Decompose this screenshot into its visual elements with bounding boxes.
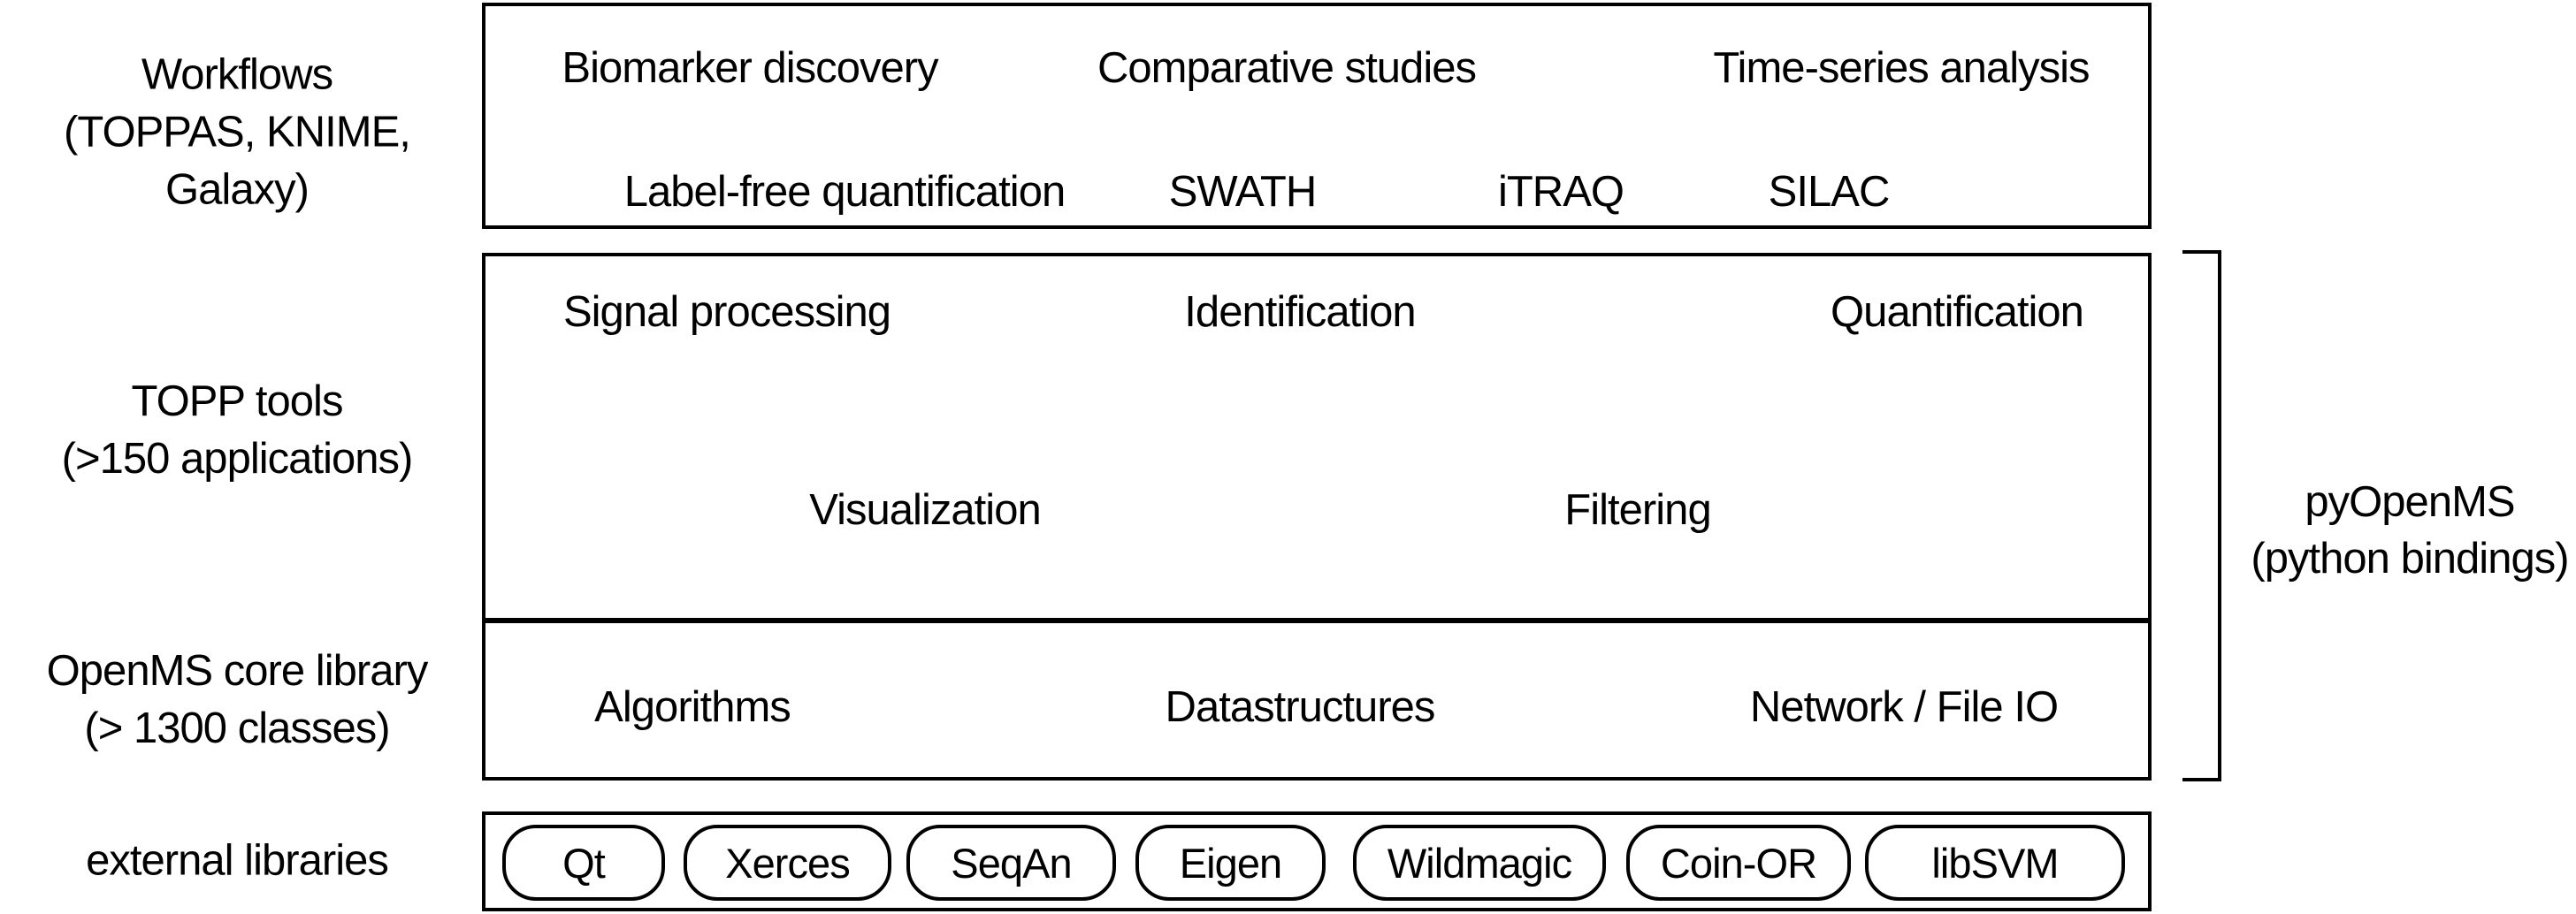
core-library-box — [482, 623, 2152, 781]
label-external-libraries-line1: external libraries — [86, 836, 389, 885]
label-workflows-line1: Workflows — [141, 50, 333, 99]
workflow-time-series-analysis: Time-series analysis — [1713, 44, 2090, 92]
pill-wildmagic: Wildmagic — [1353, 825, 1606, 901]
label-workflows-line2: (TOPPAS, KNIME, Galaxy) — [64, 108, 411, 214]
workflow-comparative-studies: Comparative studies — [1097, 44, 1477, 92]
pill-seqan: SeqAn — [906, 825, 1116, 901]
pill-xerces: Xerces — [684, 825, 891, 901]
pill-coin-or: Coin-OR — [1626, 825, 1851, 901]
pill-qt: Qt — [502, 825, 665, 901]
pyopenms-bracket — [2182, 250, 2221, 781]
workflow-swath: SWATH — [1168, 168, 1318, 216]
workflow-biomarker-discovery: Biomarker discovery — [562, 44, 938, 92]
workflow-label-free-quantification: Label-free quantification — [623, 168, 1066, 216]
label-pyopenms-line1: pyOpenMS — [2305, 478, 2515, 526]
topp-identification: Identification — [1184, 288, 1416, 336]
label-core-library-line1: OpenMS core library — [46, 647, 429, 695]
topp-quantification: Quantification — [1831, 288, 2084, 336]
label-workflows: Workflows (TOPPAS, KNIME, Galaxy) — [9, 47, 465, 219]
label-topp-tools-line1: TOPP tools — [131, 377, 344, 425]
workflows-box — [482, 3, 2152, 229]
core-datastructures: Datastructures — [1165, 683, 1436, 731]
label-external-libraries: external libraries — [9, 833, 465, 890]
workflow-silac: SILAC — [1768, 168, 1891, 216]
label-pyopenms: pyOpenMS (python bindings) — [2237, 474, 2576, 587]
topp-visualization: Visualization — [809, 486, 1041, 534]
topp-signal-processing: Signal processing — [562, 288, 891, 336]
label-core-library: OpenMS core library (> 1300 classes) — [9, 643, 465, 758]
core-algorithms: Algorithms — [594, 683, 791, 731]
workflow-itraq: iTRAQ — [1497, 168, 1624, 216]
core-network-file-io: Network / File IO — [1749, 683, 2059, 731]
topp-filtering: Filtering — [1564, 486, 1711, 534]
label-pyopenms-line2: (python bindings) — [2251, 535, 2569, 583]
label-topp-tools-line2: (>150 applications) — [61, 435, 414, 483]
pill-eigen: Eigen — [1135, 825, 1326, 901]
pill-libsvm: libSVM — [1865, 825, 2125, 901]
label-topp-tools: TOPP tools (>150 applications) — [9, 373, 465, 488]
topp-tools-box — [482, 253, 2152, 623]
label-core-library-line2: (> 1300 classes) — [84, 705, 390, 752]
